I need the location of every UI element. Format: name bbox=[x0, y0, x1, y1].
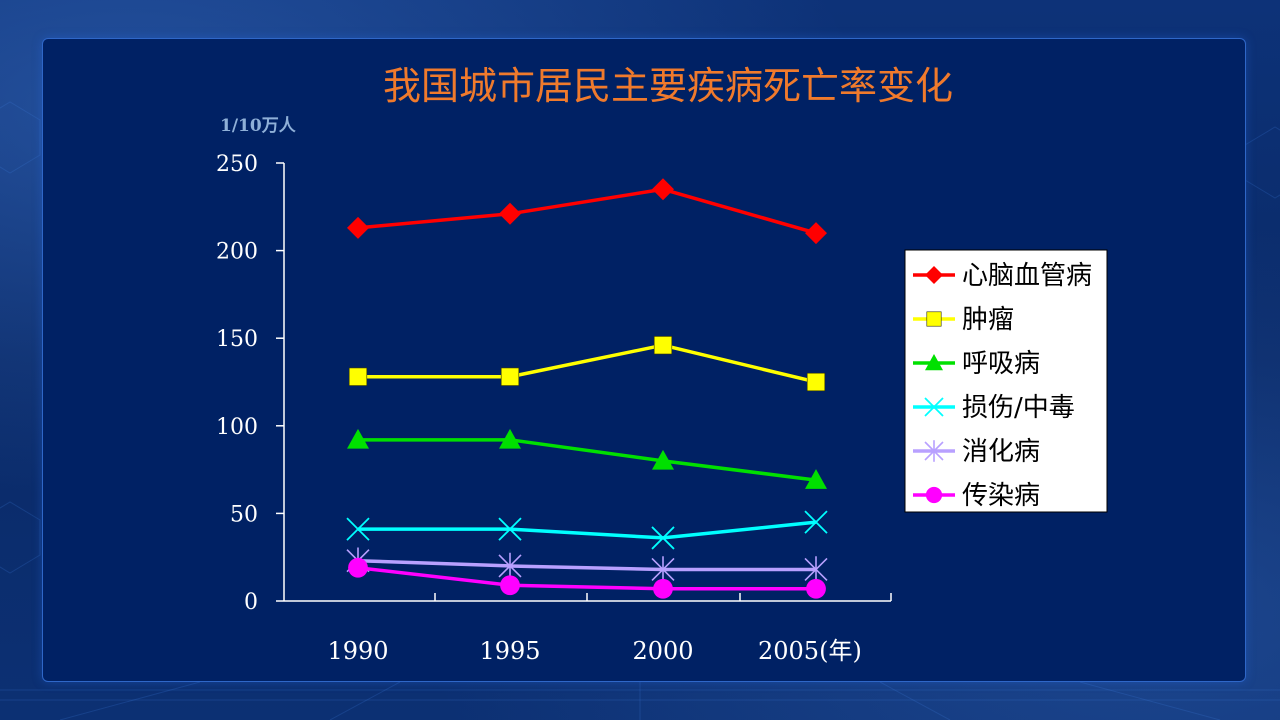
y-axis-unit-label: 1/10万人 bbox=[220, 116, 297, 136]
marker-stroke bbox=[651, 526, 675, 550]
data-point bbox=[348, 557, 368, 578]
y-tick-label: 200 bbox=[216, 240, 258, 265]
y-tick-label: 250 bbox=[216, 152, 258, 177]
series-line bbox=[357, 187, 817, 235]
y-tick-label: 100 bbox=[216, 415, 258, 440]
marker-stroke bbox=[498, 517, 522, 541]
legend-item: 呼吸病 bbox=[913, 349, 1040, 379]
series-5 bbox=[346, 547, 828, 583]
data-point bbox=[499, 428, 521, 449]
legend-swatch-marker bbox=[925, 354, 943, 371]
data-point bbox=[498, 517, 522, 541]
legend-label: 消化病 bbox=[962, 437, 1040, 467]
data-point bbox=[651, 556, 675, 583]
data-point bbox=[348, 367, 368, 386]
y-axis-ticks: 0 50 100 150 200 250 bbox=[216, 152, 284, 615]
legend-swatch-marker bbox=[924, 397, 944, 417]
data-point bbox=[652, 449, 674, 470]
legend-swatch-marker bbox=[925, 486, 943, 504]
series-6 bbox=[348, 557, 826, 599]
x-tick-label: 1995 bbox=[479, 637, 540, 665]
data-point bbox=[804, 556, 828, 583]
x-axis-ticks: 1990 1995 2000 2005(年) bbox=[327, 593, 892, 665]
data-point bbox=[805, 469, 827, 489]
series-4 bbox=[346, 510, 828, 550]
x-tick-label: 1990 bbox=[327, 637, 388, 665]
data-point bbox=[653, 336, 673, 355]
data-point bbox=[651, 526, 675, 550]
legend-label: 传染病 bbox=[962, 481, 1040, 511]
data-point bbox=[499, 202, 521, 225]
legend-label: 损伤/中毒 bbox=[962, 393, 1075, 423]
series-line bbox=[358, 343, 817, 384]
legend-swatch-marker bbox=[925, 266, 943, 284]
legend-box bbox=[904, 249, 1108, 513]
y-tick-label: 0 bbox=[244, 590, 258, 615]
marker-stroke bbox=[924, 397, 944, 417]
legend-item: 肿瘤 bbox=[913, 305, 1014, 335]
series-line bbox=[358, 438, 817, 482]
data-point bbox=[347, 428, 369, 449]
series-3 bbox=[347, 428, 827, 489]
series-line bbox=[357, 558, 816, 572]
data-point bbox=[347, 216, 369, 239]
chart-title: 我国城市居民主要疾病死亡率变化 bbox=[383, 64, 953, 108]
x-tick-label: 2000 bbox=[632, 637, 693, 665]
marker-stroke bbox=[346, 517, 370, 541]
data-point bbox=[805, 222, 827, 245]
data-point bbox=[806, 578, 826, 599]
legend-label: 呼吸病 bbox=[962, 349, 1040, 379]
series-1 bbox=[347, 178, 827, 245]
legend-item: 消化病 bbox=[913, 437, 1040, 467]
legend-swatch-marker bbox=[926, 311, 942, 327]
data-point bbox=[498, 552, 522, 580]
series-2 bbox=[348, 336, 826, 392]
legend-label: 心脑血管病 bbox=[962, 261, 1092, 291]
data-point bbox=[806, 372, 826, 392]
legend-item: 传染病 bbox=[913, 481, 1040, 511]
y-tick-label: 50 bbox=[230, 502, 258, 527]
series-line bbox=[357, 565, 816, 591]
series-layer bbox=[346, 178, 828, 599]
legend-item: 损伤/中毒 bbox=[913, 393, 1075, 423]
data-point bbox=[346, 517, 370, 541]
legend-label: 肿瘤 bbox=[962, 305, 1014, 335]
legend-swatch-marker bbox=[924, 440, 944, 462]
x-tick-label: 2005(年) bbox=[758, 637, 862, 665]
legend-item: 心脑血管病 bbox=[913, 261, 1092, 291]
data-point bbox=[653, 578, 673, 599]
data-point bbox=[500, 367, 520, 386]
data-point bbox=[804, 510, 828, 534]
data-point bbox=[500, 575, 520, 596]
series-line bbox=[358, 520, 817, 540]
marker-stroke bbox=[804, 510, 828, 534]
y-tick-label: 150 bbox=[216, 327, 258, 352]
data-point bbox=[652, 178, 674, 201]
